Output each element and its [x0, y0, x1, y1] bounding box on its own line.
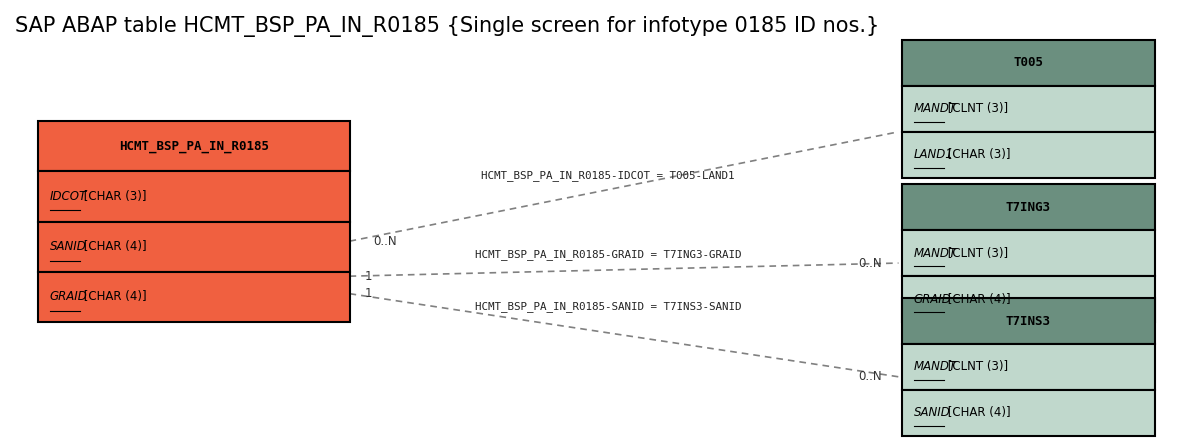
Text: T7ING3: T7ING3 [1006, 201, 1051, 214]
Text: LAND1: LAND1 [914, 148, 953, 161]
Text: [CHAR (4)]: [CHAR (4)] [80, 240, 146, 253]
Text: [CLNT (3)]: [CLNT (3)] [945, 102, 1009, 115]
Text: SANID: SANID [50, 240, 86, 253]
Text: MANDT: MANDT [914, 102, 957, 115]
Text: GRAID: GRAID [914, 293, 952, 306]
Text: 1: 1 [365, 270, 372, 283]
Text: IDCOT: IDCOT [50, 190, 87, 203]
Bar [902, 40, 1155, 86]
Bar [902, 276, 1155, 322]
Text: HCMT_BSP_PA_IN_R0185-GRAID = T7ING3-GRAID: HCMT_BSP_PA_IN_R0185-GRAID = T7ING3-GRAI… [475, 249, 742, 260]
Text: [CHAR (4)]: [CHAR (4)] [945, 406, 1011, 420]
Text: HCMT_BSP_PA_IN_R0185: HCMT_BSP_PA_IN_R0185 [119, 140, 269, 152]
Text: 1: 1 [365, 287, 372, 300]
Text: T005: T005 [1013, 56, 1043, 70]
Text: MANDT: MANDT [914, 247, 957, 260]
Text: 0..N: 0..N [859, 370, 882, 383]
Bar [902, 230, 1155, 276]
Bar [38, 222, 350, 272]
Text: [CHAR (3)]: [CHAR (3)] [945, 148, 1011, 161]
Bar [902, 344, 1155, 390]
Text: T7INS3: T7INS3 [1006, 315, 1051, 327]
Text: 0..N: 0..N [859, 256, 882, 269]
Text: HCMT_BSP_PA_IN_R0185-IDCOT = T005-LAND1: HCMT_BSP_PA_IN_R0185-IDCOT = T005-LAND1 [482, 170, 735, 181]
Bar [38, 121, 350, 171]
Text: [CHAR (3)]: [CHAR (3)] [80, 190, 146, 203]
Text: SAP ABAP table HCMT_BSP_PA_IN_R0185 {Single screen for infotype 0185 ID nos.}: SAP ABAP table HCMT_BSP_PA_IN_R0185 {Sin… [14, 16, 879, 37]
Text: HCMT_BSP_PA_IN_R0185-SANID = T7INS3-SANID: HCMT_BSP_PA_IN_R0185-SANID = T7INS3-SANI… [475, 301, 742, 312]
Bar [902, 298, 1155, 344]
Text: [CHAR (4)]: [CHAR (4)] [945, 293, 1011, 306]
Text: [CLNT (3)]: [CLNT (3)] [945, 361, 1009, 373]
Bar [902, 390, 1155, 436]
Bar [38, 272, 350, 322]
Bar [38, 171, 350, 222]
Bar [902, 184, 1155, 230]
Bar [902, 86, 1155, 132]
Text: [CLNT (3)]: [CLNT (3)] [945, 247, 1009, 260]
Text: MANDT: MANDT [914, 361, 957, 373]
Text: GRAID: GRAID [50, 291, 87, 303]
Text: SANID: SANID [914, 406, 951, 420]
Text: 0..N: 0..N [373, 235, 397, 248]
Text: [CHAR (4)]: [CHAR (4)] [80, 291, 146, 303]
Bar [902, 132, 1155, 178]
